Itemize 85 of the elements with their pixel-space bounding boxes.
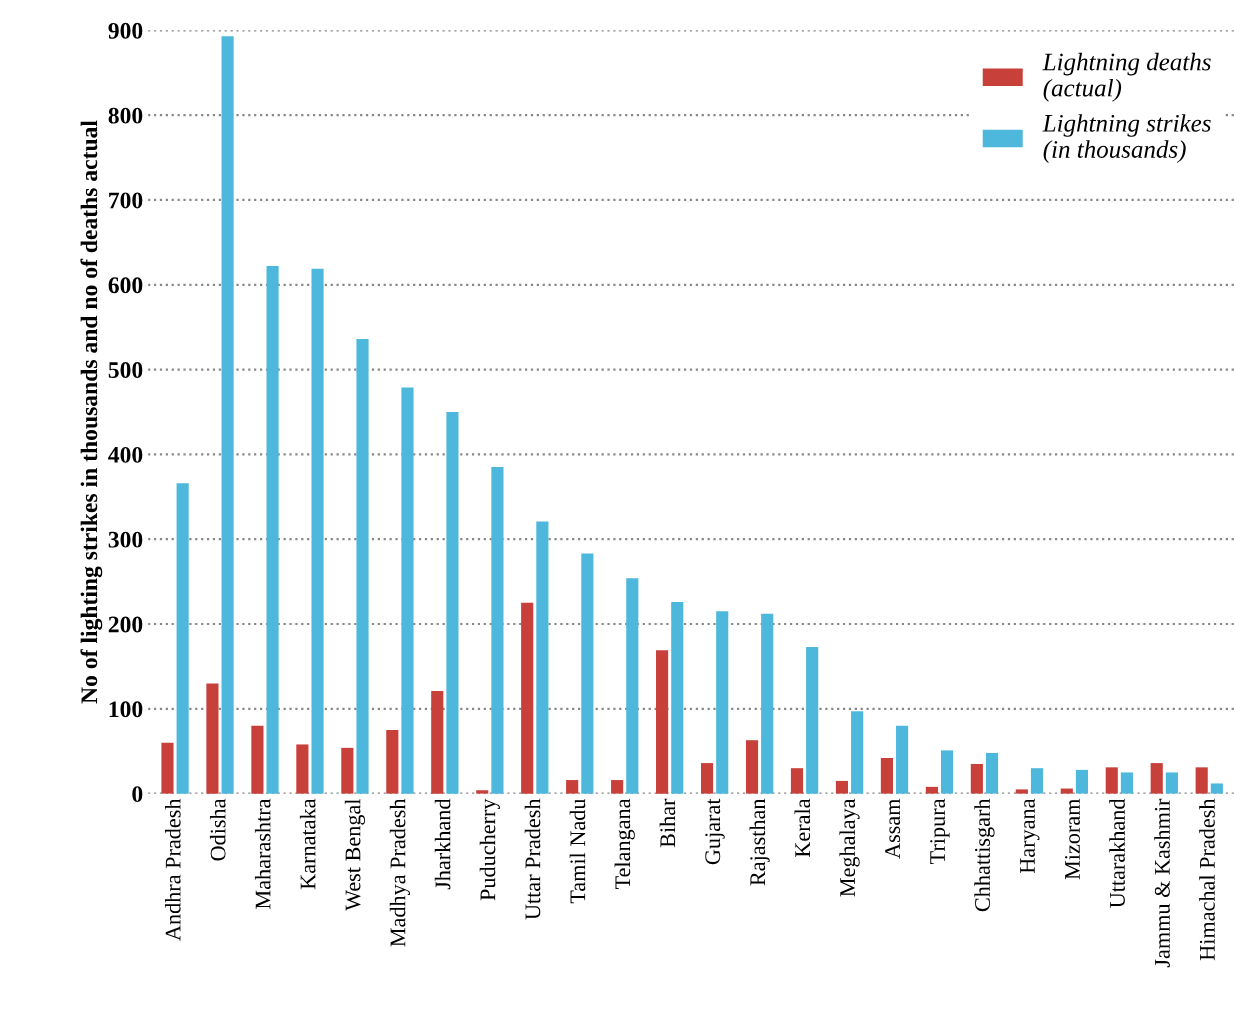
x-tick-label: Maharashtra: [254, 798, 271, 909]
x-tick-label: Tamil Nadu: [569, 798, 586, 904]
bar: [970, 763, 983, 794]
x-tick-label: Kerala: [794, 798, 811, 858]
bar: [566, 780, 579, 794]
bar: [611, 780, 624, 794]
x-tick-label: Gujarat: [705, 798, 725, 865]
x-tick-label: Karnataka: [299, 798, 316, 890]
bar: [1060, 788, 1073, 794]
x-tick-label: Jharkhand: [434, 798, 451, 890]
bar: [745, 740, 759, 794]
x-tick-label: Tripura: [930, 798, 950, 864]
bar: [206, 683, 219, 794]
bar: [1120, 772, 1133, 794]
bar: [925, 786, 938, 794]
legend-label: Lightning deaths (actual): [1042, 52, 1211, 102]
bar: [176, 483, 189, 794]
bar: [1015, 789, 1028, 794]
bar: [221, 36, 234, 794]
bar: [1165, 772, 1178, 794]
y-tick-label: 900: [108, 22, 143, 39]
x-tick-label: Odisha: [209, 798, 226, 861]
bar: [626, 578, 639, 794]
bar: [386, 730, 399, 794]
bar: [1105, 767, 1118, 794]
bar: [1195, 767, 1208, 794]
x-tick-label: Meghalaya: [839, 798, 860, 897]
y-tick-label: 0: [132, 786, 143, 803]
x-tick-label: Uttar Pradesh: [524, 798, 541, 920]
bar: [716, 611, 729, 794]
bar: [251, 725, 264, 794]
bar: [266, 266, 279, 794]
bar: [880, 758, 893, 794]
y-tick-label: 100: [109, 701, 143, 718]
bar: [700, 763, 714, 794]
bar: [1150, 763, 1163, 794]
bar: [985, 752, 999, 794]
bar: [296, 744, 309, 794]
bar: [851, 711, 864, 794]
y-tick-label: 700: [109, 192, 143, 209]
bar: [835, 780, 849, 794]
y-axis-title: No of lighting strikes in thousands and no of deaths actual: [80, 120, 103, 704]
bar: [1030, 768, 1044, 794]
bar: [446, 411, 459, 794]
bar: [431, 691, 444, 794]
y-tick-label: 300: [108, 531, 143, 548]
bar: [581, 553, 594, 794]
bar: [476, 790, 489, 794]
x-tick-label: Rajasthan: [749, 798, 770, 886]
bar: [341, 747, 354, 794]
y-tick-label: 600: [108, 277, 143, 294]
bar: [401, 387, 414, 794]
bar: [806, 646, 819, 794]
bar: [1075, 769, 1089, 794]
y-tick-label: 800: [108, 107, 143, 124]
bar: [761, 613, 774, 794]
x-tick-label: Madhya Pradesh: [389, 798, 410, 947]
bar: [161, 742, 174, 794]
x-tick-label: Himachal Pradesh: [1199, 798, 1215, 961]
bar: [790, 768, 804, 794]
x-tick-label: Telangana: [614, 798, 635, 890]
x-tick-label: West Bengal: [344, 798, 366, 911]
x-tick-label: Jammu & Kashmir: [1154, 798, 1170, 968]
x-tick-label: Andhra Pradesh: [164, 798, 181, 941]
y-tick-label: 400: [108, 446, 143, 463]
y-tick-label: 500: [108, 362, 143, 378]
bar: [491, 467, 504, 794]
x-tick-label: Haryana: [1020, 798, 1040, 874]
y-tick-label: 200: [108, 616, 143, 633]
x-tick-label: Uttarakhand: [1109, 798, 1125, 908]
bar: [940, 750, 954, 794]
bar: [521, 602, 534, 794]
x-tick-label: Mizoram: [1065, 798, 1080, 880]
bar: [656, 650, 669, 794]
bar: [1210, 783, 1223, 794]
bar: [356, 339, 369, 794]
x-tick-label: Chhattisgarh: [974, 798, 995, 912]
x-tick-label: Puducherry: [479, 798, 500, 901]
bar: [536, 521, 549, 794]
bar: [311, 268, 324, 794]
bar: [671, 601, 684, 794]
bar: [896, 725, 909, 794]
legend-label: Lightning strikes (in thousands): [1042, 114, 1211, 163]
x-tick-label: Bihar: [659, 798, 676, 848]
x-tick-label: Assam: [885, 798, 901, 859]
